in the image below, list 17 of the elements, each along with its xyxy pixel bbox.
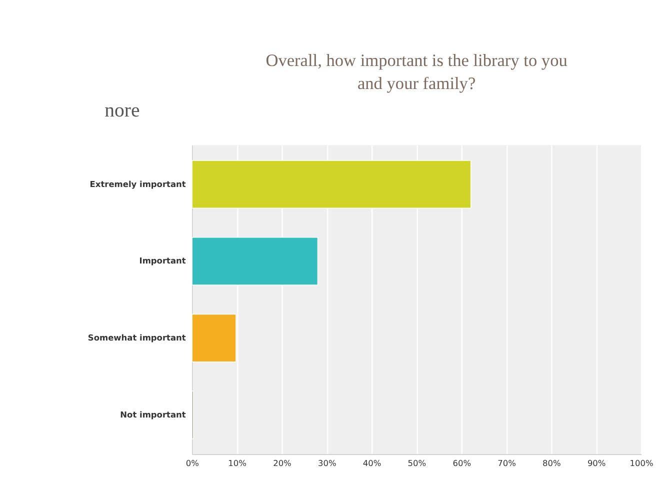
y-tick-label: Important xyxy=(139,256,186,266)
x-tick-label: 20% xyxy=(273,458,292,468)
text: nore xyxy=(104,99,140,122)
x-tick-label: 10% xyxy=(228,458,247,468)
x-tick-label: 70% xyxy=(498,458,516,468)
x-tick-label: 100% xyxy=(630,458,654,468)
y-tick-label: Extremely important xyxy=(90,178,186,189)
x-tick-label: 0% xyxy=(186,458,200,468)
x-tick-label: 60% xyxy=(452,458,472,468)
y-tick-label: Somewhat important xyxy=(88,332,186,343)
chart-title: Overall, how important is the library to you and your family? xyxy=(266,51,568,94)
x-tick-label: 30% xyxy=(318,458,336,468)
x-tick-label: 90% xyxy=(587,458,606,468)
y-tick-label: Not important xyxy=(120,409,186,420)
x-tick-label: 80% xyxy=(542,458,562,468)
x-tick-label: 40% xyxy=(362,458,382,468)
x-tick-label: 50% xyxy=(408,458,426,468)
